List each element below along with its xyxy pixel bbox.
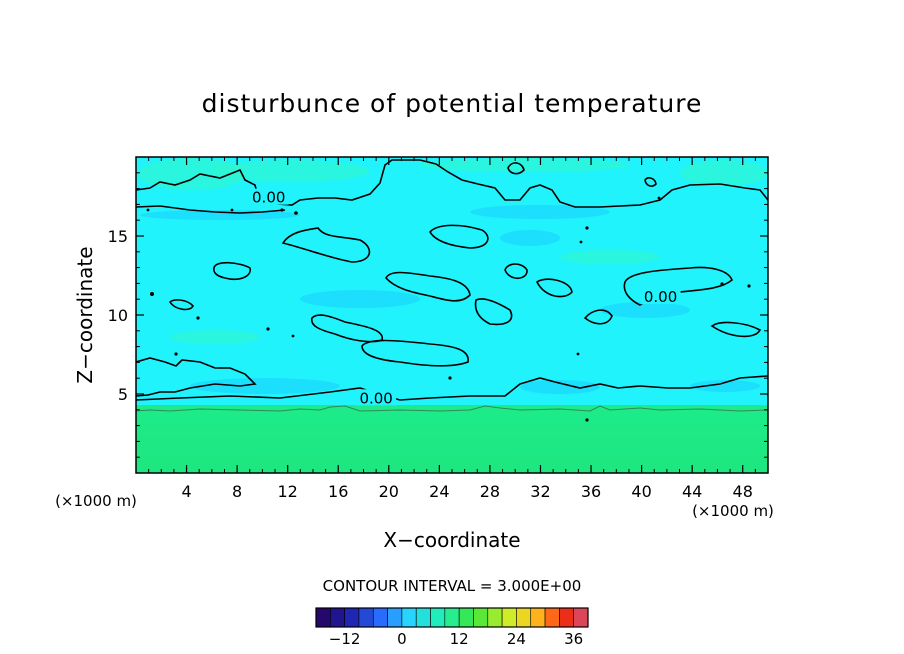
field-lower <box>136 405 768 473</box>
x-tick-label: 44 <box>682 482 702 501</box>
colorbar-swatch <box>530 607 546 628</box>
contour-blob-9 <box>583 309 613 325</box>
colorbar: −12 0 12 24 36 <box>315 607 589 648</box>
field-upper <box>136 157 768 407</box>
contour-blob-7 <box>474 298 513 326</box>
lower-boundary-line <box>136 405 768 412</box>
x-tick-label: 28 <box>480 482 500 501</box>
contour-label: 0.00 <box>252 189 285 207</box>
x-tick-label: 20 <box>379 482 399 501</box>
colorbar-swatch <box>487 607 503 628</box>
field-patch <box>680 160 768 186</box>
colorbar-swatch <box>573 607 589 628</box>
x-tick-label: 32 <box>530 482 550 501</box>
contour-specks <box>146 196 751 422</box>
contour-label-bg <box>640 288 681 305</box>
contour-blob-1 <box>281 227 371 263</box>
contour-blob-12 <box>710 321 762 338</box>
contour-label-bg <box>356 389 397 406</box>
contour-label-bg <box>248 188 289 205</box>
colorbar-swatch <box>401 607 417 628</box>
contour-blob-4 <box>385 271 471 302</box>
x-tick-label: 24 <box>429 482 449 501</box>
field-patch <box>560 250 660 264</box>
field-patch <box>600 302 690 318</box>
field-patch <box>690 380 760 392</box>
contour-label: 0.00 <box>359 389 392 407</box>
colorbar-tick-label: 0 <box>397 630 407 648</box>
x-tick-label: 4 <box>181 482 191 501</box>
x-tick-label: 8 <box>232 482 242 501</box>
contour-blob-14 <box>507 162 525 175</box>
colorbar-swatch <box>544 607 560 628</box>
field-patch <box>170 330 260 344</box>
contour-labels: 0.00 0.00 0.00 <box>248 188 681 407</box>
colorbar-swatch <box>444 607 460 628</box>
x-tick-label: 36 <box>581 482 601 501</box>
field-patch <box>520 380 600 394</box>
x-tick-label: 40 <box>631 482 651 501</box>
field-patch <box>500 230 560 246</box>
contour-label: 0.00 <box>644 288 677 306</box>
field-patch <box>470 205 610 219</box>
colorbar-swatch <box>430 607 446 628</box>
x-tick-label: 48 <box>733 482 753 501</box>
x-tick-label: 12 <box>278 482 298 501</box>
contour-blob-11 <box>361 339 469 367</box>
field-patch <box>190 378 340 394</box>
y-axis: 5 10 15 <box>108 172 768 458</box>
field-patch <box>300 290 420 308</box>
field-patches <box>137 158 768 394</box>
y-tick-label: 15 <box>108 227 128 246</box>
colorbar-tick-label: 12 <box>450 630 469 648</box>
colorbar-tick-label: −12 <box>329 630 361 648</box>
contour-upper-band <box>136 159 768 214</box>
colorbar-swatch <box>330 607 345 628</box>
colorbar-swatch <box>372 607 388 628</box>
colorbar-swatch <box>358 607 374 628</box>
contour-blob-8 <box>623 266 733 306</box>
field-patch <box>210 160 370 182</box>
colorbar-swatch <box>501 607 517 628</box>
plot-area: 0.00 0.00 0.00 <box>136 157 768 473</box>
contour-blob-2 <box>429 224 489 249</box>
x-unit-right: (×1000 m) <box>692 502 774 520</box>
contour-blob-6 <box>535 278 573 298</box>
colorbar-swatch <box>315 607 331 628</box>
x-unit-left: (×1000 m) <box>55 492 137 510</box>
colorbar-swatch <box>458 607 474 628</box>
contour-middle-band <box>136 357 768 401</box>
y-axis-label: Z−coordinate <box>73 246 97 383</box>
chart-title: disturbunce of potential temperature <box>202 89 703 118</box>
colorbar-swatch <box>415 607 431 628</box>
colorbar-swatch <box>559 607 574 628</box>
field-patch <box>420 158 630 172</box>
colorbar-swatch <box>473 607 489 628</box>
colorbar-tick-label: 24 <box>507 630 526 648</box>
contour-blob-13 <box>168 299 194 311</box>
colorbar-swatch <box>344 607 360 628</box>
contour-blob-15 <box>644 177 657 187</box>
y-tick-label: 5 <box>118 385 128 404</box>
x-tick-label: 16 <box>328 482 348 501</box>
colorbar-tick-label: 36 <box>564 630 583 648</box>
contour-lines <box>136 159 768 401</box>
y-tick-label: 10 <box>108 306 128 325</box>
x-axis: 4 8 12 16 20 24 28 32 36 40 44 48 <box>148 157 756 501</box>
contour-blob-5 <box>504 263 528 280</box>
contour-interval-text: CONTOUR INTERVAL = 3.000E+00 <box>323 577 582 595</box>
contour-blob-3 <box>213 261 251 281</box>
x-axis-label: X−coordinate <box>383 528 520 552</box>
colorbar-swatch <box>387 607 403 628</box>
colorbar-swatch <box>516 607 532 628</box>
colorbar-frame <box>315 607 589 628</box>
